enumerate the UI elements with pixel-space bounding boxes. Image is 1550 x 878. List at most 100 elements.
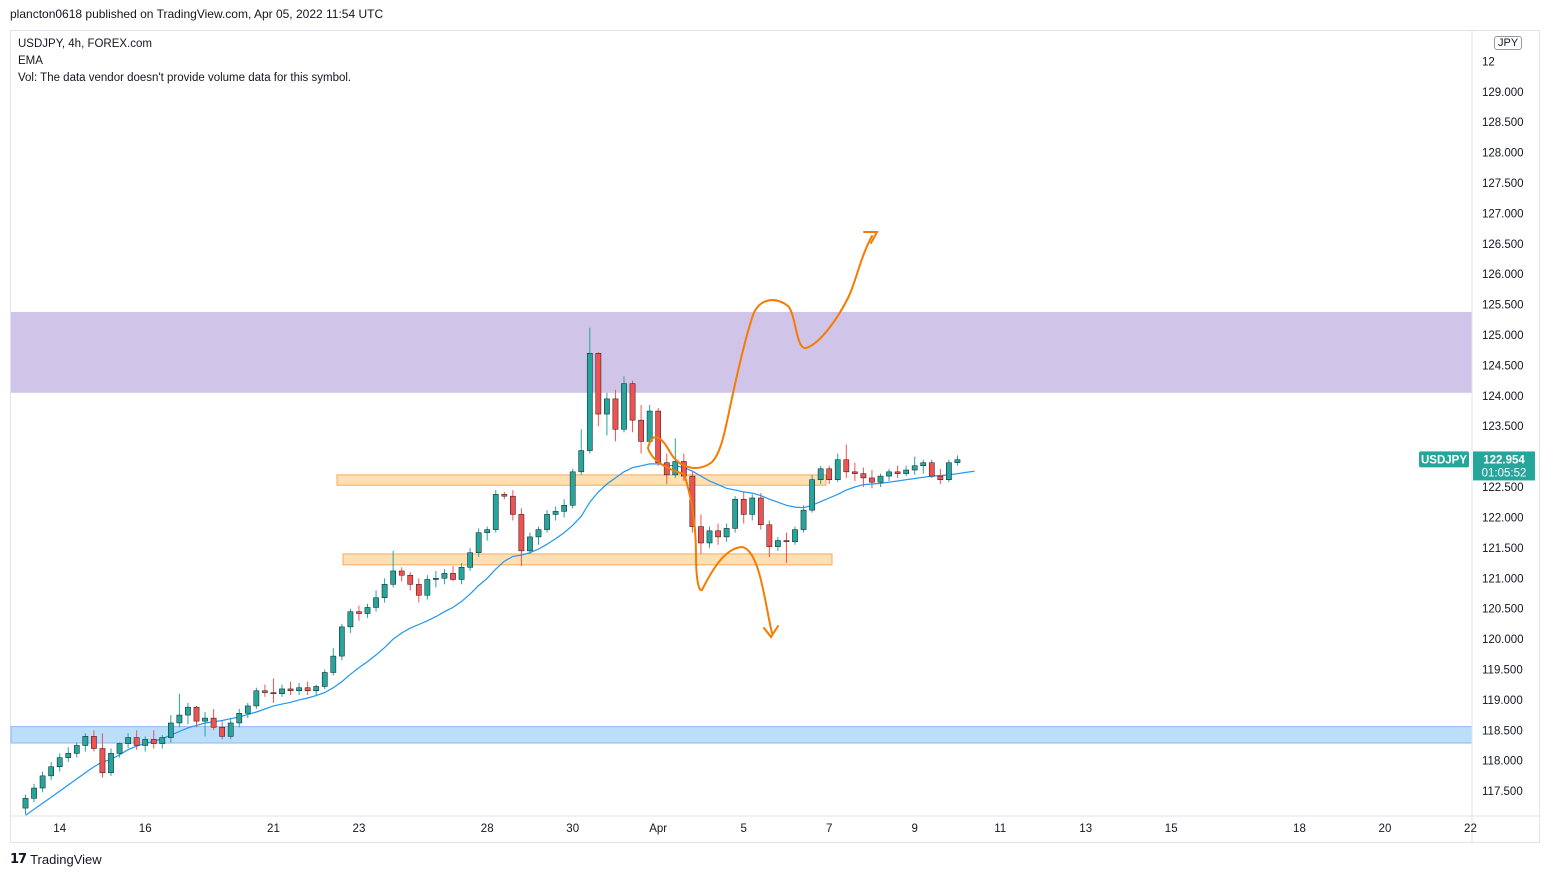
legend-volume-note: Vol: The data vendor doesn't provide vol… bbox=[18, 72, 352, 84]
candle-body bbox=[954, 459, 961, 463]
candle bbox=[390, 550, 396, 588]
legend-ema[interactable]: EMA bbox=[18, 55, 43, 67]
candle bbox=[415, 578, 422, 603]
candle-body bbox=[56, 757, 63, 767]
candle-body bbox=[99, 748, 106, 774]
candle bbox=[364, 603, 371, 618]
price-axis: 129.000 128.500 128.000 127.500 127.000 126.5… bbox=[1471, 31, 1524, 842]
candle-body bbox=[150, 739, 157, 744]
symbol-tag bbox=[1419, 451, 1469, 468]
candle-body bbox=[304, 687, 311, 691]
candle bbox=[484, 526, 491, 541]
candle-body bbox=[809, 479, 815, 511]
candle bbox=[800, 505, 807, 533]
candle bbox=[817, 465, 824, 485]
candle-body bbox=[826, 468, 833, 480]
candle-body bbox=[484, 529, 491, 533]
candle bbox=[56, 753, 63, 772]
price-tick-label: 129.000 bbox=[1482, 87, 1524, 99]
candle-body bbox=[108, 753, 114, 774]
candle-body bbox=[219, 726, 226, 737]
candle bbox=[467, 547, 473, 571]
candle bbox=[91, 730, 97, 752]
chart-frame[interactable] bbox=[10, 30, 1540, 843]
candle bbox=[578, 429, 585, 475]
candle bbox=[698, 514, 704, 554]
price-tick-label: 120.500 bbox=[1482, 604, 1524, 616]
annotation-drawings bbox=[646, 231, 879, 639]
candle bbox=[330, 648, 337, 676]
candle bbox=[834, 453, 841, 483]
price-tick-label: 119.000 bbox=[1482, 695, 1523, 707]
candle-body bbox=[843, 459, 850, 473]
candle-body bbox=[364, 607, 371, 614]
candle-body bbox=[253, 690, 260, 707]
candle bbox=[723, 523, 730, 542]
bear-path-drawing bbox=[683, 473, 773, 634]
time-tick-label: 23 bbox=[353, 823, 366, 835]
candle-body bbox=[296, 687, 302, 691]
candle bbox=[398, 567, 405, 582]
candle bbox=[843, 444, 850, 478]
candle-body bbox=[920, 462, 927, 467]
candle-body bbox=[706, 530, 713, 544]
candle-body bbox=[168, 722, 174, 738]
legend-symbol[interactable]: USDJPY, 4h, FOREX.com bbox=[18, 38, 152, 50]
candle-body bbox=[903, 469, 909, 474]
candle-body bbox=[262, 690, 268, 693]
candle bbox=[321, 669, 328, 689]
candle-body bbox=[544, 514, 550, 530]
candle bbox=[99, 733, 106, 778]
candle-body bbox=[612, 398, 619, 430]
candle-body bbox=[569, 471, 576, 506]
candle-body bbox=[433, 578, 439, 580]
candle-body bbox=[133, 737, 140, 746]
candle-body bbox=[834, 459, 841, 480]
candle-body bbox=[894, 471, 901, 474]
price-tick-label: 124.500 bbox=[1482, 360, 1524, 372]
candle bbox=[185, 702, 191, 725]
candle bbox=[552, 506, 559, 521]
candle bbox=[621, 376, 627, 433]
candle bbox=[527, 532, 533, 554]
candle bbox=[296, 682, 302, 695]
candle bbox=[740, 491, 747, 524]
footer-brand[interactable]: TradingView bbox=[30, 852, 102, 867]
time-tick-label: 9 bbox=[911, 823, 917, 835]
candle-body bbox=[561, 505, 567, 512]
price-tick-label: 125.500 bbox=[1482, 300, 1524, 312]
candle-body bbox=[501, 494, 508, 497]
candle-body bbox=[31, 787, 37, 799]
candle bbox=[219, 721, 226, 740]
candle bbox=[595, 352, 602, 427]
candle bbox=[39, 771, 46, 793]
price-tick-label: 127.500 bbox=[1482, 178, 1524, 190]
candle bbox=[946, 459, 952, 483]
candle-body bbox=[270, 692, 277, 695]
price-tick-label: 124.000 bbox=[1482, 391, 1524, 403]
candle-body bbox=[142, 739, 149, 746]
candle bbox=[202, 712, 208, 737]
last-price-value: 122.954 bbox=[1483, 454, 1525, 466]
candle-body bbox=[552, 511, 559, 515]
currency-badge[interactable]: JPY bbox=[1494, 36, 1523, 50]
candle bbox=[732, 496, 738, 533]
candle-body bbox=[766, 524, 773, 547]
candle bbox=[279, 684, 285, 697]
candle-body bbox=[869, 477, 875, 483]
candle bbox=[518, 508, 525, 567]
ema-line bbox=[25, 463, 975, 816]
ema-layer bbox=[25, 463, 975, 816]
candle bbox=[142, 736, 149, 752]
price-tick-label: 125.000 bbox=[1482, 330, 1524, 342]
candle-body bbox=[475, 532, 482, 553]
candle-body bbox=[227, 722, 234, 737]
candle-body bbox=[886, 471, 892, 477]
candle-body bbox=[210, 717, 217, 728]
candle-body bbox=[937, 475, 944, 480]
chart-legend: USDJPY, 4h, FOREX.com EMA Vol: The data … bbox=[18, 36, 351, 87]
time-tick-label: 15 bbox=[1165, 823, 1178, 835]
candles-layer bbox=[22, 327, 961, 815]
price-tick-label: 121.000 bbox=[1482, 573, 1524, 585]
